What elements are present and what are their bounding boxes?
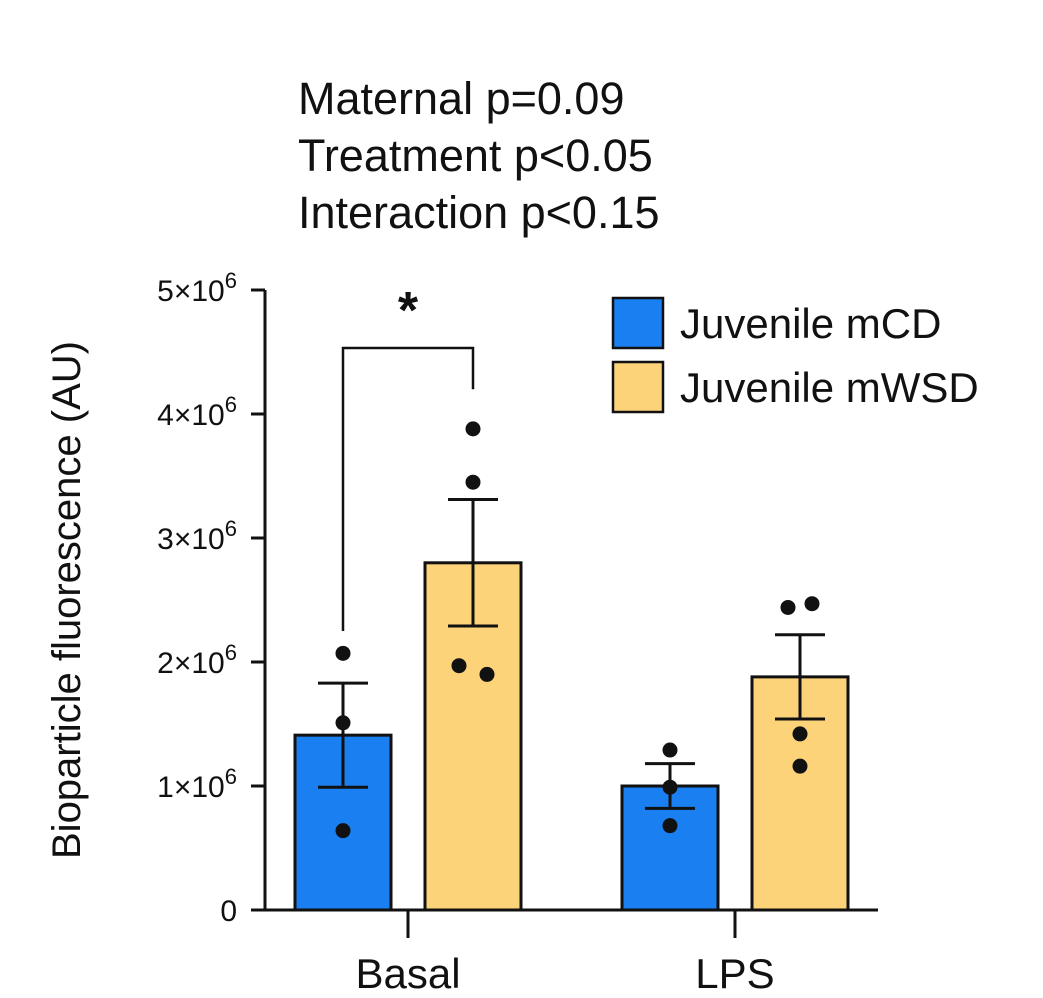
- maternal-p-text: Maternal p=0.09: [298, 73, 625, 124]
- y-tick-label-exponent: 6: [225, 268, 237, 293]
- y-axis-label: Bioparticle fluorescence (AU): [45, 341, 89, 859]
- y-tick-label-base: 5×10: [157, 275, 225, 308]
- y-tick-label: 1×106: [157, 764, 237, 804]
- stats-annotation: Maternal p=0.09 Treatment p<0.05 Interac…: [298, 70, 660, 241]
- data-point: [465, 421, 481, 437]
- data-point: [451, 658, 467, 674]
- data-point: [335, 645, 351, 661]
- data-point: [335, 823, 351, 839]
- y-tick-label: 3×106: [157, 516, 237, 556]
- y-tick-label-exponent: 6: [225, 764, 237, 789]
- bracket-line: [341, 346, 475, 631]
- bars: [293, 498, 850, 912]
- y-tick-label-exponent: 6: [225, 516, 237, 541]
- data-point: [780, 599, 796, 615]
- treatment-p-text: Treatment p<0.05: [298, 130, 653, 181]
- y-tick-label: 5×106: [157, 268, 237, 308]
- data-point: [479, 666, 495, 682]
- legend-swatch: [611, 360, 665, 414]
- interaction-p-text: Interaction p<0.15: [298, 187, 660, 238]
- data-point: [662, 742, 678, 758]
- data-point: [465, 474, 481, 490]
- y-tick-label-base: 4×10: [157, 399, 225, 432]
- legend: Juvenile mCD Juvenile mWSD: [611, 296, 979, 414]
- data-point: [662, 779, 678, 795]
- y-tick-label: 4×106: [157, 392, 237, 432]
- y-tick-label-base: 3×10: [157, 523, 225, 556]
- significance-star: *: [398, 282, 419, 340]
- data-point: [792, 726, 808, 742]
- data-point: [804, 596, 820, 612]
- legend-label: Juvenile mWSD: [680, 364, 979, 411]
- y-tick-label-base: 2×10: [157, 647, 225, 680]
- data-point: [662, 818, 678, 834]
- data-point: [792, 758, 808, 774]
- legend-label: Juvenile mCD: [680, 300, 941, 347]
- x-tick-label: Basal: [355, 950, 460, 997]
- y-tick-label-base: 0: [220, 895, 237, 928]
- y-tick-label: 2×106: [157, 640, 237, 680]
- data-point: [335, 715, 351, 731]
- legend-swatch: [611, 296, 665, 350]
- y-tick-label-exponent: 6: [225, 640, 237, 665]
- data-points: [335, 421, 820, 839]
- y-tick-label: 0: [220, 895, 237, 928]
- y-tick-label-base: 1×10: [157, 771, 225, 804]
- significance-bracket: *: [341, 282, 475, 631]
- x-tick-label: LPS: [695, 950, 774, 997]
- y-tick-label-exponent: 6: [225, 392, 237, 417]
